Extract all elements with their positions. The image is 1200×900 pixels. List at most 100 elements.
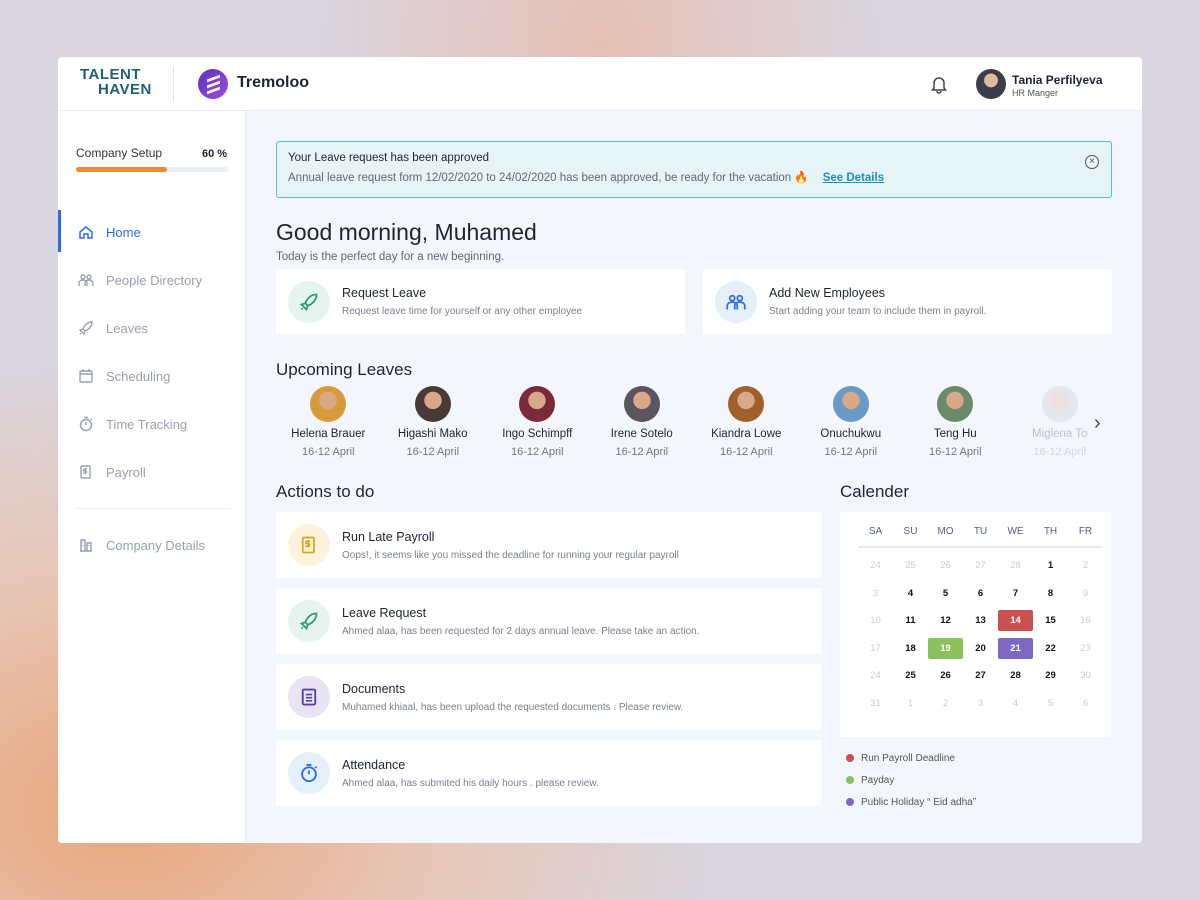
calendar-day[interactable]: 4 [893, 580, 928, 608]
leave-person[interactable]: Helena Brauer 16-12 April [276, 386, 381, 458]
quick-action-add-new-employees[interactable]: Add New Employees Start adding your team … [703, 269, 1112, 334]
day-number: 26 [940, 560, 951, 572]
leave-person[interactable]: Teng Hu 16-12 April [903, 386, 1008, 458]
bell-icon[interactable] [930, 74, 948, 94]
calendar-day[interactable]: 27 [963, 552, 998, 580]
person-name: Helena Brauer [291, 428, 366, 440]
quick-actions: Request Leave Request leave time for your… [276, 269, 1112, 334]
leave-person[interactable]: Kiandra Lowe 16-12 April [694, 386, 799, 458]
action-item[interactable]: Documents Muhamed khiaal, has been upload… [276, 664, 821, 730]
day-number: 13 [975, 615, 986, 627]
calendar-day[interactable]: 2 [928, 690, 963, 718]
calendar-day[interactable]: 14 [998, 607, 1033, 635]
calendar-day[interactable]: 24 [858, 552, 893, 580]
calendar-day[interactable]: 5 [928, 580, 963, 608]
user-name[interactable]: Tania Perfilyeva [1012, 73, 1103, 87]
calendar-day[interactable]: 15 [1033, 607, 1068, 635]
leave-person[interactable]: Higashi Mako 16-12 April [381, 386, 486, 458]
talent-haven-logo[interactable]: TALENT HAVEN [80, 67, 152, 97]
calendar-day[interactable]: 5 [1033, 690, 1068, 718]
avatar [623, 386, 660, 422]
sidebar-item-scheduling[interactable]: Scheduling [58, 352, 245, 400]
calendar-day[interactable]: 28 [998, 552, 1033, 580]
action-title: Leave Request [342, 605, 427, 620]
avatar [519, 386, 556, 422]
sidebar-item-payroll[interactable]: Payroll [58, 448, 245, 496]
sidebar-item-label: Time Tracking [106, 416, 188, 432]
leave-date: 16-12 April [928, 446, 982, 458]
close-icon[interactable]: × [1085, 155, 1099, 169]
day-number: 28 [1010, 560, 1021, 572]
avatar [1041, 386, 1078, 422]
calendar-day[interactable]: 8 [1033, 580, 1068, 608]
legend-item: Public Holiday “ Eid adha” [840, 791, 1111, 813]
sidebar-item-home[interactable]: Home [58, 208, 245, 256]
chevron-right-icon[interactable]: › [1094, 412, 1101, 434]
calendar-day[interactable]: 4 [998, 690, 1033, 718]
calendar-day[interactable]: 12 [928, 607, 963, 635]
calendar-day[interactable]: 21 [998, 635, 1033, 663]
sidebar-item-people-directory[interactable]: People Directory [58, 256, 245, 304]
sidebar-item-company-details[interactable]: Company Details [58, 521, 245, 569]
leave-person[interactable]: Ingo Schimpff 16-12 April [485, 386, 590, 458]
calendar-day[interactable]: 19 [928, 635, 963, 663]
calendar-day[interactable]: 25 [893, 662, 928, 690]
calendar-day[interactable]: 1 [1033, 552, 1068, 580]
calendar-day[interactable]: 2 [1068, 552, 1103, 580]
leave-person[interactable]: Irene Sotelo 16-12 April [590, 386, 695, 458]
day-number: 26 [940, 670, 951, 682]
calendar-day[interactable]: 7 [998, 580, 1033, 608]
leave-date: 16-12 April [301, 446, 355, 458]
calendar-day[interactable]: 11 [893, 607, 928, 635]
action-item[interactable]: Attendance Ahmed alaa, has submited his d… [276, 740, 821, 806]
action-item[interactable]: Run Late Payroll Oops!, it seems like you… [276, 512, 821, 578]
calendar-day[interactable]: 24 [858, 662, 893, 690]
alert-body: Annual leave request form 12/02/2020 to … [288, 170, 1100, 184]
action-item[interactable]: Leave Request Ahmed alaa, has been reques… [276, 588, 821, 654]
see-details-link[interactable]: See Details [822, 172, 885, 184]
person-name: Teng Hu [933, 428, 977, 440]
action-subtitle: Muhamed khiaal, has been upload the requ… [342, 701, 684, 713]
calendar-day[interactable]: 10 [858, 607, 893, 635]
calendar-day[interactable]: 31 [858, 690, 893, 718]
calendar-day[interactable]: 6 [1068, 690, 1103, 718]
quick-action-request-leave[interactable]: Request Leave Request leave time for your… [276, 269, 685, 334]
calendar-day[interactable]: 3 [858, 580, 893, 608]
weekday-header: SA [858, 526, 893, 548]
day-number: 23 [1080, 642, 1091, 654]
calendar-day[interactable]: 30 [1068, 662, 1103, 690]
company-name: Tremoloo [237, 74, 310, 91]
calendar-day[interactable]: 3 [963, 690, 998, 718]
leave-date: 16-12 April [824, 446, 878, 458]
calendar-day[interactable]: 25 [893, 552, 928, 580]
leave-person[interactable]: Onuchukwu 16-12 April [799, 386, 904, 458]
rocket-icon [78, 320, 94, 336]
sidebar-item-leaves[interactable]: Leaves [58, 304, 245, 352]
calendar-day[interactable]: 28 [998, 662, 1033, 690]
home-icon [78, 224, 94, 240]
user-avatar[interactable] [976, 69, 1006, 99]
calendar-day[interactable]: 9 [1068, 580, 1103, 608]
day-number: 24 [870, 670, 881, 682]
calendar-day[interactable]: 22 [1033, 635, 1068, 663]
legend-label: Run Payroll Deadline [861, 752, 955, 764]
sidebar: Company Setup 60 % Home People Directory L… [58, 111, 246, 843]
calendar-section: Calender SA SU MO TU WE TH FR 24 25 26 27 28 1 2 3 4 5 6 7… [840, 482, 1111, 813]
payroll-icon [78, 464, 94, 480]
calendar-day[interactable]: 26 [928, 662, 963, 690]
sidebar-item-time-tracking[interactable]: Time Tracking [58, 400, 245, 448]
calendar-day[interactable]: 20 [963, 635, 998, 663]
calendar-day[interactable]: 13 [963, 607, 998, 635]
calendar-day[interactable]: 29 [1033, 662, 1068, 690]
calendar-day[interactable]: 23 [1068, 635, 1103, 663]
calendar-day[interactable]: 1 [893, 690, 928, 718]
calendar-day[interactable]: 26 [928, 552, 963, 580]
calendar-day[interactable]: 17 [858, 635, 893, 663]
calendar-day[interactable]: 18 [893, 635, 928, 663]
calendar-day[interactable]: 27 [963, 662, 998, 690]
day-number: 24 [870, 560, 881, 572]
divider [173, 66, 174, 102]
calendar-day[interactable]: 6 [963, 580, 998, 608]
calendar-day[interactable]: 16 [1068, 607, 1103, 635]
leave-person[interactable]: Miglena To 16-12 April [1008, 386, 1113, 458]
